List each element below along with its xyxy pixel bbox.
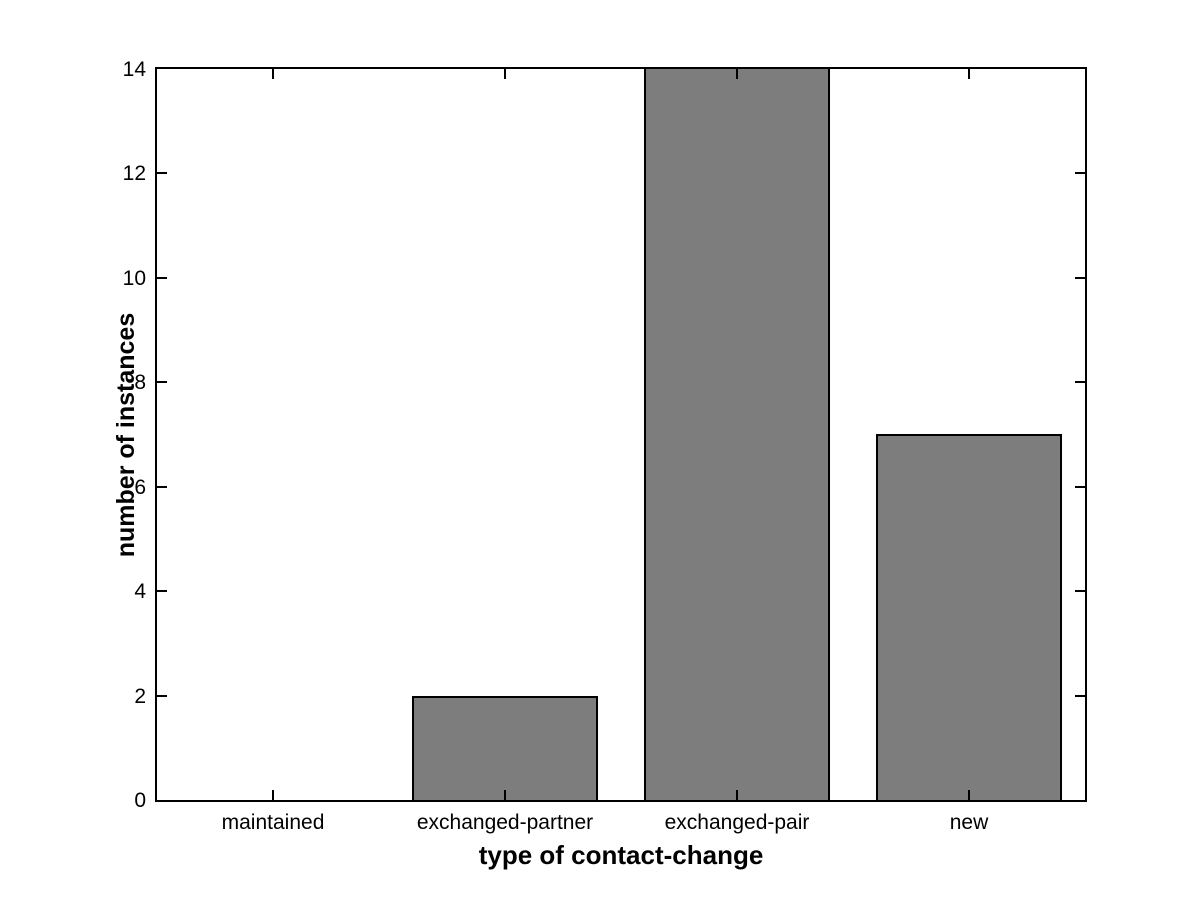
y-tick-label: 0	[134, 789, 146, 812]
bar-exchanged-partner	[412, 696, 598, 800]
x-tick-mark-top	[272, 69, 274, 79]
y-tick-label: 14	[122, 58, 146, 81]
x-tick-mark-bottom	[504, 790, 506, 800]
y-tick-label: 6	[134, 476, 146, 499]
y-tick-mark-right	[1075, 172, 1085, 174]
y-tick-mark-right	[1075, 695, 1085, 697]
y-tick-label: 10	[122, 267, 146, 290]
x-tick-mark-top	[968, 69, 970, 79]
y-tick-mark-left	[157, 172, 167, 174]
plot-area	[155, 67, 1087, 802]
y-tick-label: 12	[122, 162, 146, 185]
x-tick-label-exchanged-partner: exchanged-partner	[416, 811, 594, 834]
y-tick-mark-right	[1075, 381, 1085, 383]
x-tick-mark-top	[504, 69, 506, 79]
x-tick-label-maintained: maintained	[221, 811, 325, 834]
bar-exchanged-pair	[644, 69, 830, 800]
y-tick-mark-right	[1075, 486, 1085, 488]
y-tick-mark-left	[157, 486, 167, 488]
y-axis-label: number of instances	[112, 312, 140, 558]
y-tick-mark-left	[157, 277, 167, 279]
x-axis-label: type of contact-change	[478, 840, 764, 870]
y-tick-mark-right	[1075, 590, 1085, 592]
x-tick-mark-top	[736, 69, 738, 79]
x-tick-mark-bottom	[968, 790, 970, 800]
y-tick-mark-left	[157, 381, 167, 383]
x-tick-mark-bottom	[736, 790, 738, 800]
bar-new	[876, 434, 1062, 800]
x-tick-label-new: new	[949, 811, 989, 834]
y-tick-label: 8	[134, 371, 146, 394]
x-tick-label-exchanged-pair: exchanged-pair	[664, 811, 810, 834]
x-tick-mark-bottom	[272, 790, 274, 800]
y-tick-mark-left	[157, 695, 167, 697]
y-tick-label: 4	[134, 580, 146, 603]
y-tick-mark-right	[1075, 277, 1085, 279]
y-tick-label: 2	[134, 685, 146, 708]
y-tick-mark-left	[157, 590, 167, 592]
